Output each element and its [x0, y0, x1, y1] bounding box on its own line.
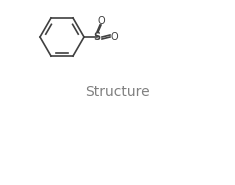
Text: O: O — [110, 32, 118, 42]
Text: S: S — [94, 32, 101, 42]
Text: O: O — [97, 16, 105, 26]
Text: Structure: Structure — [85, 85, 150, 100]
